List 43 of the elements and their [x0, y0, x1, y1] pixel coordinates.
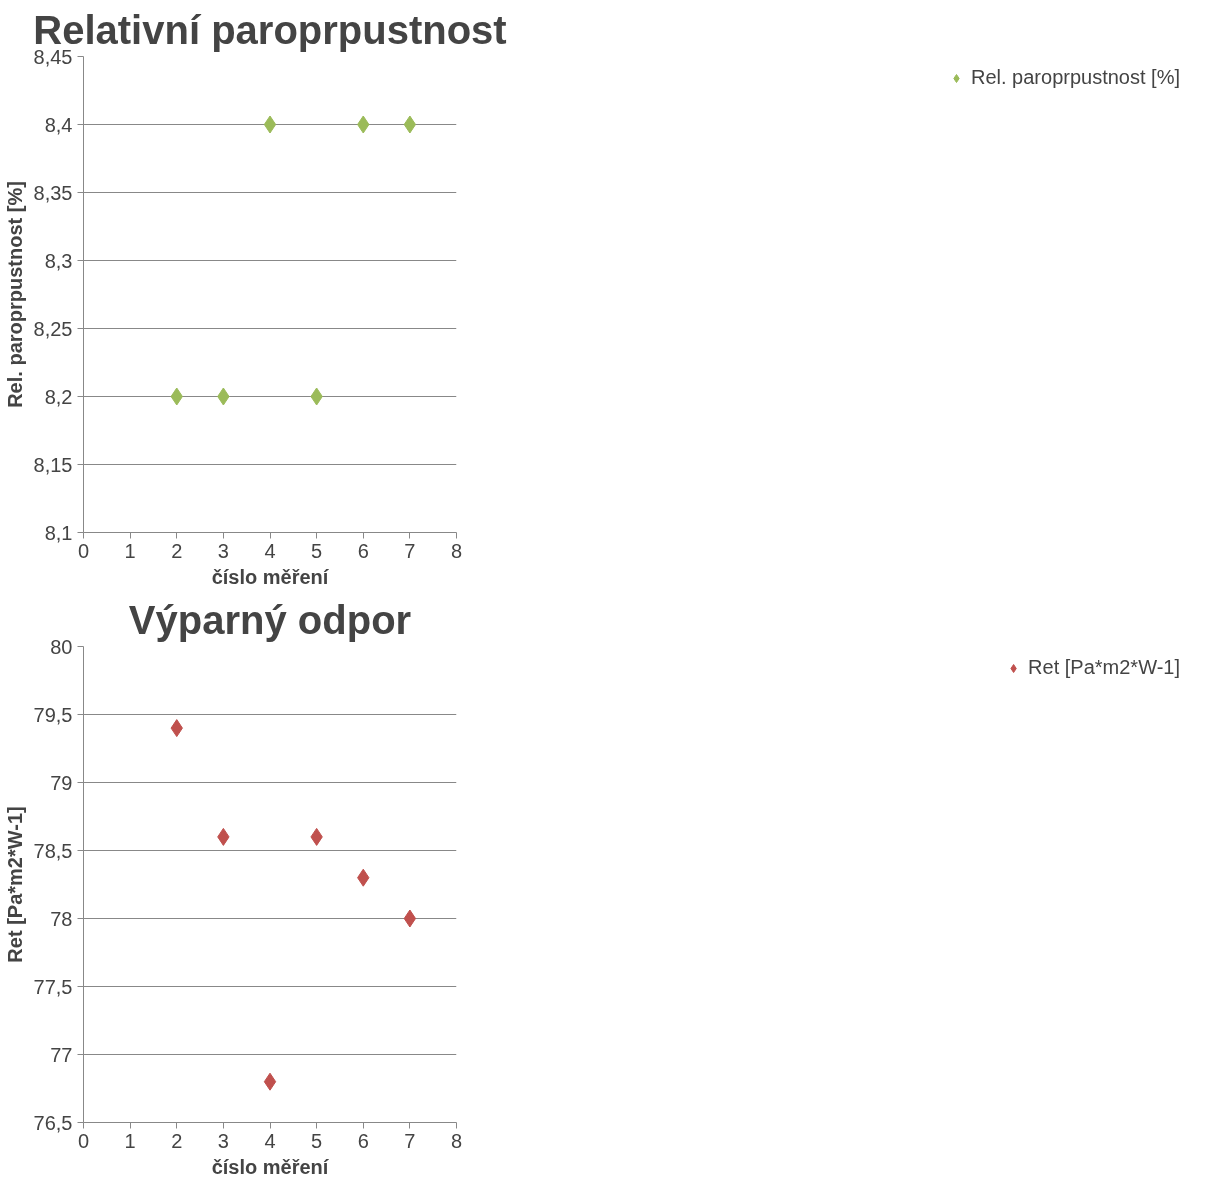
y-tick-label: 80 — [50, 635, 73, 658]
y-tick-label: 8,15 — [33, 453, 73, 476]
x-tick-label: 7 — [404, 1129, 416, 1152]
y-tick-label: 79 — [50, 771, 73, 794]
x-tick-label: 3 — [217, 539, 229, 562]
point — [263, 1072, 277, 1091]
x-tick-label: 2 — [171, 1129, 183, 1152]
x-tick-label: 1 — [124, 1129, 136, 1152]
x-tick-label: 0 — [77, 539, 90, 562]
x-tick-label: 4 — [264, 1129, 276, 1152]
y-tick-label: 78 — [50, 907, 73, 930]
x-tick-label: 7 — [404, 539, 416, 562]
x-axis-title: číslo měření — [211, 1155, 330, 1178]
x-tick-label: 5 — [311, 539, 323, 562]
x-tick-label: 8 — [450, 539, 463, 562]
y-tick-label: 8,2 — [44, 385, 73, 408]
y-tick-label: 8,45 — [33, 45, 73, 68]
y-tick-label: 8,25 — [33, 317, 73, 340]
x-tick-label: 5 — [311, 1129, 323, 1152]
x-tick-label: 6 — [357, 1129, 369, 1152]
x-tick-label: 8 — [450, 1129, 463, 1152]
x-tick-label: 6 — [357, 539, 369, 562]
y-axis-title: Ret [Pa*m2*W-1] — [3, 806, 26, 963]
x-tick-label: 2 — [171, 539, 183, 562]
y-tick-label: 8,1 — [44, 521, 73, 544]
y-tick-label: 77,5 — [33, 975, 73, 998]
x-tick-label: 0 — [77, 1129, 90, 1152]
legend-label: Rel. paroprpustnost [%] — [971, 66, 1180, 89]
y-tick-label: 76,5 — [33, 1111, 73, 1134]
y-tick-label: 8,3 — [44, 249, 73, 272]
x-tick-label: 4 — [264, 539, 276, 562]
y-tick-label: 79,5 — [33, 703, 73, 726]
legend-label: Ret [Pa*m2*W-1] — [1028, 656, 1180, 679]
y-axis-title: Rel. paroprpustnost [%] — [3, 181, 26, 408]
point — [403, 909, 417, 928]
x-axis-title: číslo měření — [211, 565, 330, 588]
y-tick-label: 78,5 — [33, 839, 73, 862]
y-tick-label: 8,4 — [44, 113, 73, 136]
y-tick-label: 77 — [50, 1043, 73, 1066]
x-tick-label: 3 — [217, 1129, 229, 1152]
y-tick-label: 8,35 — [33, 181, 73, 204]
chart-title: Výparný odpor — [128, 597, 412, 642]
x-tick-label: 1 — [124, 539, 136, 562]
